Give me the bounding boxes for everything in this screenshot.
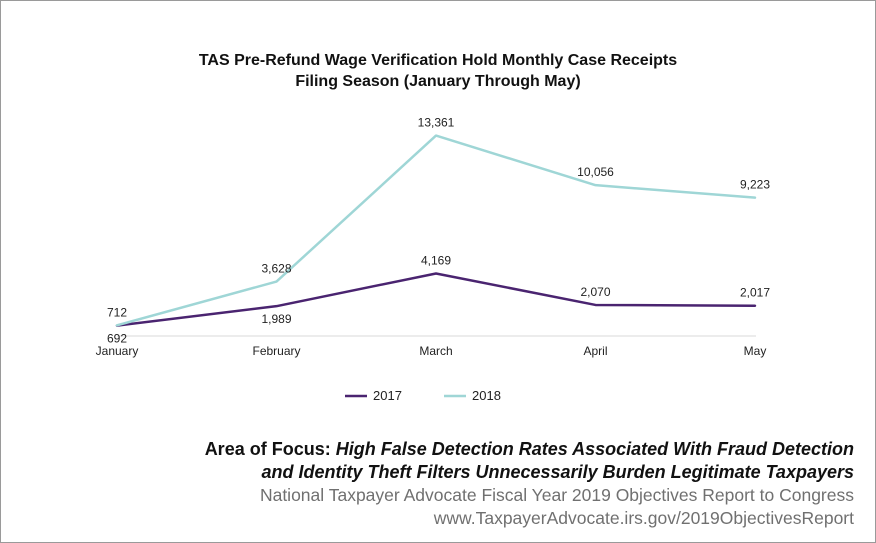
x-tick-label: April [583,344,607,358]
data-label-2018: 10,056 [577,165,614,179]
area-of-focus-line-1: Area of Focus: High False Detection Rate… [205,438,854,461]
data-label-2017: 2,017 [740,286,770,300]
report-url[interactable]: www.TaxpayerAdvocate.irs.gov/2019Objecti… [433,508,854,528]
data-label-2018: 9,223 [740,178,770,192]
data-label-2017: 2,070 [580,285,610,299]
chart-subtitle: Filing Season (January Through May) [295,73,581,90]
series-line-2018 [115,134,757,327]
data-label-2018: 13,361 [418,116,455,130]
x-tick-label: May [744,344,767,358]
area-of-focus-text-1: High False Detection Rates Associated Wi… [335,439,854,459]
area-of-focus-line-2: and Identity Theft Filters Unnecessarily… [205,461,855,484]
chart-title-block: TAS Pre-Refund Wage Verification Hold Mo… [0,50,876,92]
data-label-2017: 1,989 [261,312,291,326]
data-label-2018: 712 [107,305,127,319]
data-label-2017: 4,169 [421,253,451,267]
area-of-focus-text-2: and Identity Theft Filters Unnecessarily… [261,462,855,482]
series-line-2017 [115,272,757,327]
x-tick-label: February [252,344,300,358]
area-of-focus-label: Area of Focus: [204,439,331,459]
report-title: National Taxpayer Advocate Fiscal Year 2… [259,485,854,505]
data-label-2018: 3,628 [261,262,291,276]
x-tick-label: January [96,344,139,358]
legend-label-2017: 2017 [373,388,402,403]
legend-label-2018: 2018 [472,388,501,403]
footer: Area of Focus: High False Detection Rate… [205,438,854,530]
x-tick-label: March [419,344,452,358]
chart-title: TAS Pre-Refund Wage Verification Hold Mo… [198,52,678,69]
data-label-2017: 692 [107,332,127,346]
